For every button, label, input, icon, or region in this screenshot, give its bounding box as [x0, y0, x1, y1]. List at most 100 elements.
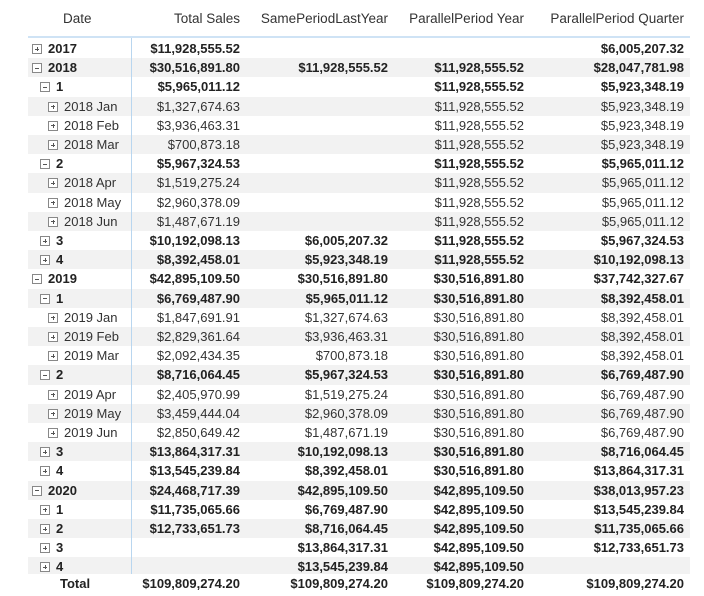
expand-icon[interactable] [48, 140, 58, 150]
expand-icon[interactable] [40, 466, 50, 477]
table-row: 4 $13,545,239.84 $8,392,458.01 $30,516,891.… [28, 461, 690, 480]
row-label: 4 [56, 252, 64, 268]
cell-value: $8,716,064.45 [600, 444, 684, 460]
header-same-period-last-year[interactable]: SamePeriodLastYear [260, 11, 388, 26]
row-label: 2019 Jun [64, 425, 118, 440]
cell-value: $13,545,239.84 [593, 501, 684, 517]
cell-value: $13,545,239.84 [149, 463, 240, 479]
expand-icon[interactable] [48, 389, 58, 400]
row-header: 2018 Jan [28, 97, 128, 116]
cell-value: $1,519,275.24 [156, 175, 240, 191]
expand-icon[interactable] [40, 255, 50, 266]
cell-value: $42,895,109.50 [433, 540, 524, 556]
expand-icon[interactable] [48, 351, 58, 362]
expand-icon[interactable] [48, 428, 58, 438]
expand-icon[interactable] [48, 216, 58, 227]
cell-value: $30,516,891.80 [433, 444, 524, 460]
expand-icon[interactable] [48, 197, 58, 208]
row-label: 2019 Feb [64, 329, 119, 344]
cell-value: $5,967,324.53 [156, 156, 240, 172]
table-row: 2019 Jun $2,850,649.42 $1,487,671.19 $30,51… [28, 423, 690, 442]
table-row: 2019 Jan $1,847,691.91 $1,327,674.63 $30,51… [28, 308, 690, 327]
expand-icon[interactable] [40, 447, 50, 458]
expand-icon[interactable] [40, 562, 50, 573]
cell-value: $12,733,651.73 [149, 521, 240, 536]
cell-value: $6,769,487.90 [156, 290, 240, 306]
row-header: 2019 Mar [28, 346, 128, 365]
expand-icon[interactable] [32, 44, 42, 54]
cell-value: $8,392,458.01 [156, 252, 240, 268]
expand-icon[interactable] [40, 543, 50, 554]
cell-value: $2,850,649.42 [156, 425, 240, 440]
table-row: 2019 $42,895,109.50 $30,516,891.80 $30,516,… [28, 269, 690, 288]
table-row: 4 $13,545,239.84 $42,895,109.50 [28, 557, 690, 574]
expand-icon[interactable] [48, 312, 58, 323]
row-label: 1 [56, 290, 64, 306]
cell-value: $11,928,555.52 [434, 98, 524, 114]
row-header: 2019 Jun [28, 423, 128, 442]
row-label: 2020 [48, 482, 77, 498]
cell-value: $1,487,671.19 [156, 213, 240, 229]
collapse-icon[interactable] [32, 274, 42, 285]
cell-value: $30,516,891.80 [433, 271, 524, 287]
row-label: 3 [56, 233, 64, 248]
expand-icon[interactable] [48, 101, 58, 112]
expand-icon[interactable] [40, 524, 50, 534]
header-parallel-period-quarter[interactable]: ParallelPeriod Quarter [550, 11, 684, 26]
collapse-icon[interactable] [40, 159, 50, 170]
row-header: 2019 [28, 269, 128, 288]
row-label: 4 [56, 463, 64, 479]
table-row: 4 $8,392,458.01 $5,923,348.19 $11,928,555.5… [28, 250, 690, 270]
cell-value: $3,459,444.04 [156, 405, 240, 421]
table-row: 2019 Feb $2,829,361.64 $3,936,463.31 $30,51… [28, 327, 690, 347]
header-parallel-period-year[interactable]: ParallelPeriod Year [409, 11, 524, 26]
expand-icon[interactable] [48, 178, 58, 189]
row-label: 2 [56, 156, 64, 172]
expand-icon[interactable] [40, 236, 50, 246]
row-label: 2019 Mar [64, 348, 119, 364]
cell-value: $30,516,891.80 [433, 425, 524, 440]
cell-value: $11,928,555.52 [434, 60, 524, 76]
header-total-sales[interactable]: Total Sales [173, 11, 240, 26]
cell-value: $1,327,674.63 [304, 309, 388, 325]
row-label: 2 [56, 367, 64, 383]
total-value: $109,809,274.20 [426, 576, 524, 591]
cell-value: $38,013,957.23 [593, 482, 684, 498]
matrix-body[interactable]: 2017 $11,928,555.52 $6,005,207.32 2018 $30,5… [28, 39, 690, 574]
collapse-icon[interactable] [40, 82, 50, 93]
row-header: 2018 May [28, 193, 128, 212]
expand-icon[interactable] [40, 504, 50, 515]
table-row: 2018 Jun $1,487,671.19 $11,928,555.52 $5,96… [28, 211, 690, 231]
cell-value: $2,960,378.09 [304, 405, 388, 421]
table-row: 2018 Apr $1,519,275.24 $11,928,555.52 $5,96… [28, 173, 690, 193]
collapse-icon[interactable] [32, 63, 42, 74]
collapse-icon[interactable] [40, 370, 50, 381]
cell-value: $1,519,275.24 [304, 386, 388, 402]
row-header: 2019 Apr [28, 385, 128, 404]
cell-value: $11,928,555.52 [434, 137, 524, 152]
cell-value: $12,733,651.73 [593, 540, 684, 556]
header-date[interactable]: Date [63, 11, 92, 26]
table-row: 2 $12,733,651.73 $8,716,064.45 $42,895,109.… [28, 519, 690, 539]
table-row: 2 $5,967,324.53 $11,928,555.52 $5,965,011.1… [28, 154, 690, 173]
expand-icon[interactable] [48, 120, 58, 131]
cell-value: $42,895,109.50 [149, 271, 240, 287]
row-label: 2017 [48, 41, 77, 56]
collapse-icon[interactable] [40, 293, 50, 304]
row-label: 2018 May [64, 194, 122, 210]
cell-value: $30,516,891.80 [433, 463, 524, 479]
cell-value: $13,864,317.31 [593, 463, 684, 479]
cell-value: $8,392,458.01 [600, 329, 684, 344]
table-row: 2017 $11,928,555.52 $6,005,207.32 [28, 39, 690, 58]
row-label: 2018 Jan [64, 98, 118, 114]
expand-icon[interactable] [48, 408, 58, 419]
row-header: 2019 Jan [28, 308, 128, 327]
expand-icon[interactable] [48, 332, 58, 342]
row-header: 2018 [28, 58, 128, 77]
table-row: 3 $13,864,317.31 $10,192,098.13 $30,516,891… [28, 442, 690, 462]
collapse-icon[interactable] [32, 485, 42, 496]
cell-value: $5,967,324.53 [600, 233, 684, 248]
row-header: 4 [28, 557, 128, 574]
cell-value: $42,895,109.50 [433, 521, 524, 536]
cell-value: $11,928,555.52 [434, 252, 524, 268]
